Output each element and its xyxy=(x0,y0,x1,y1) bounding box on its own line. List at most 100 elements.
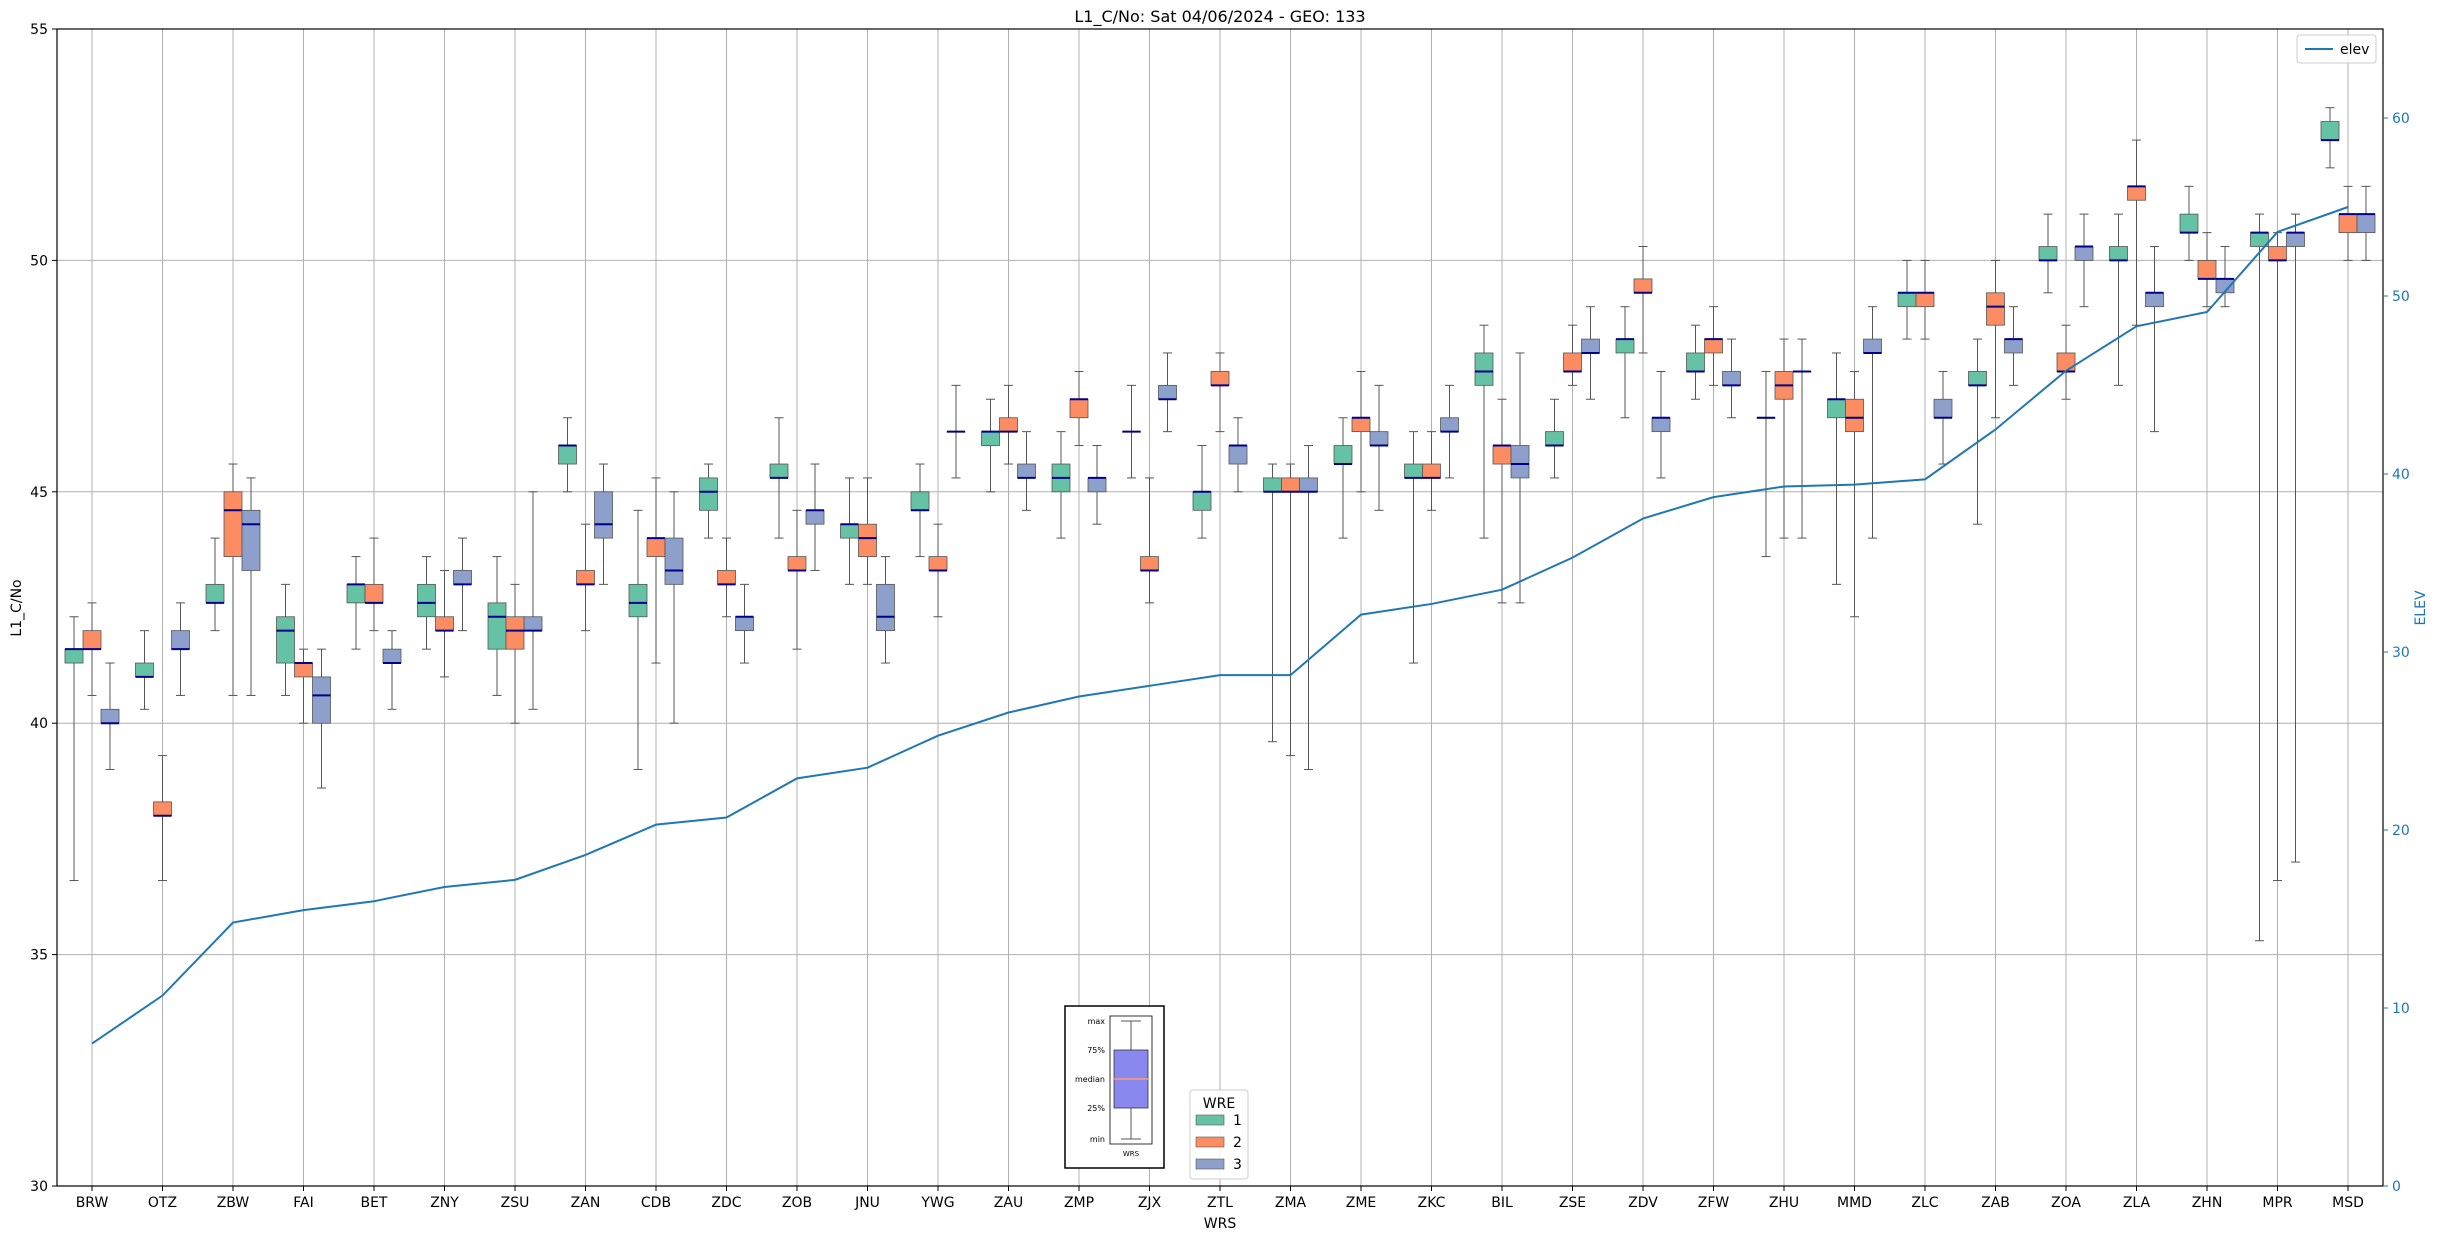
x-axis-label: WRS xyxy=(1204,1216,1237,1232)
box-wre3-MMD xyxy=(1863,306,1882,539)
box-wre3-ZMP xyxy=(1087,445,1107,525)
box-body xyxy=(1281,477,1300,493)
box-wre3-ZKC xyxy=(1440,384,1459,479)
box-wre2-ZAU xyxy=(999,384,1018,465)
box-body xyxy=(1492,445,1512,465)
box-wre2-ZSE xyxy=(1563,324,1582,386)
box-body xyxy=(241,509,261,571)
box-body xyxy=(205,583,225,604)
box-body xyxy=(1722,371,1741,386)
x-tick-label: ZAU xyxy=(994,1195,1023,1211)
box-body xyxy=(1845,398,1864,433)
wre-legend-label-3: 3 xyxy=(1233,1157,1242,1173)
wre-legend-swatch-3 xyxy=(1195,1158,1225,1170)
box-body xyxy=(1404,463,1423,479)
box-body xyxy=(558,445,577,465)
x-tick-label: ZFW xyxy=(1698,1195,1730,1211)
y-axis-label: L1_C/No xyxy=(9,579,25,636)
x-tick-label: ZLC xyxy=(1911,1195,1938,1211)
box-wre1-ZLC xyxy=(1897,259,1917,340)
box-body xyxy=(1915,292,1935,308)
box-wre3-ZSE xyxy=(1581,306,1600,400)
box-body xyxy=(1333,445,1353,465)
box-wre2-ZLC xyxy=(1915,259,1935,340)
box-wre2-FAI xyxy=(294,648,313,724)
box-body xyxy=(1017,463,1036,479)
key-label-median: median xyxy=(1075,1075,1105,1084)
x-tick-label: BET xyxy=(360,1195,387,1211)
key-label-max: max xyxy=(1088,1017,1106,1026)
box-body xyxy=(276,616,295,664)
boxplot-key-inset: max 75% median 25% min WRS xyxy=(1064,1005,1165,1169)
wre-legend-label-1: 1 xyxy=(1233,1113,1242,1129)
box-body xyxy=(1968,371,1987,386)
box-body xyxy=(417,583,436,618)
box-wre3-ZOB xyxy=(805,463,825,571)
box-wre2-ZSU xyxy=(505,583,525,724)
box-wre3-ZJX xyxy=(1158,352,1177,433)
box-body xyxy=(1440,417,1459,433)
box-body xyxy=(435,616,454,632)
x-tick-label: ZJX xyxy=(1138,1195,1162,1211)
box-wre3-JNU xyxy=(876,556,895,664)
x-tick-label: ZMP xyxy=(1064,1195,1094,1211)
box-wre2-ZAB xyxy=(1986,259,2005,419)
box-wre1-ZLA xyxy=(2109,213,2128,386)
box-wre3-ZFW xyxy=(1722,338,1741,419)
box-wre3-ZDV xyxy=(1651,370,1671,479)
box-wre2-OTZ xyxy=(153,755,172,882)
box-wre3-ZME xyxy=(1369,384,1389,511)
box-wre2-YWG xyxy=(928,523,948,618)
y-tick-label: 55 xyxy=(30,22,48,38)
box-body xyxy=(2109,246,2128,261)
box-body xyxy=(82,630,102,650)
key-xlabel: WRS xyxy=(1123,1150,1140,1158)
key-inset-axes xyxy=(1109,1015,1153,1145)
y2-tick-label: 10 xyxy=(2392,1001,2410,1017)
y2-tick-label: 20 xyxy=(2392,823,2410,839)
box-wre2-ZJX xyxy=(1140,477,1159,604)
box-wre3-ZBW xyxy=(241,477,261,696)
y2-tick-label: 0 xyxy=(2392,1179,2401,1195)
x-tick-label: ZOA xyxy=(2051,1195,2081,1211)
box-body xyxy=(523,616,543,632)
y-tick-label: 45 xyxy=(30,485,48,501)
x-tick-label: ZBW xyxy=(217,1195,250,1211)
box-body xyxy=(505,616,525,650)
box-wre1-ZAN xyxy=(558,417,577,493)
box-body xyxy=(346,583,366,604)
x-tick-label: MPR xyxy=(2262,1195,2293,1211)
box-body xyxy=(312,676,331,724)
elev-line xyxy=(91,206,2349,1045)
chart-title: L1_C/No: Sat 04/06/2024 - GEO: 133 xyxy=(1074,7,1365,27)
y-tick-label: 40 xyxy=(30,716,48,732)
box-body xyxy=(769,463,789,479)
box-body xyxy=(910,491,930,511)
box-wre1-ZSU xyxy=(487,556,507,696)
x-tick-label: ZSU xyxy=(501,1195,530,1211)
box-wre1-ZFW xyxy=(1686,324,1705,400)
box-body xyxy=(664,537,684,585)
box-body xyxy=(576,570,595,585)
box-body xyxy=(840,523,859,539)
box-body xyxy=(2268,246,2287,261)
box-wre3-ZHU xyxy=(1792,338,1812,539)
box-wre2-MSD xyxy=(2338,185,2358,261)
box-wre3-BIL xyxy=(1510,352,1530,604)
box-body xyxy=(1827,398,1846,419)
box-wre1-MMD xyxy=(1827,352,1846,585)
box-wre1-ZMA xyxy=(1263,463,1282,743)
box-wre2-ZDC xyxy=(717,537,736,618)
elev-line-layer xyxy=(91,206,2349,1045)
y2-axis-label: ELEV xyxy=(2413,590,2429,625)
box-body xyxy=(1863,338,1882,354)
box-wre1-ZDC xyxy=(699,463,718,539)
y2-tick-label: 50 xyxy=(2392,289,2410,305)
box-body xyxy=(2320,121,2340,141)
x-tick-label: YWG xyxy=(920,1195,954,1211)
box-wre3-ZSU xyxy=(523,491,543,710)
box-body xyxy=(153,801,172,817)
x-tick-label: ZTL xyxy=(1207,1195,1233,1211)
box-wre2-JNU xyxy=(858,477,877,585)
